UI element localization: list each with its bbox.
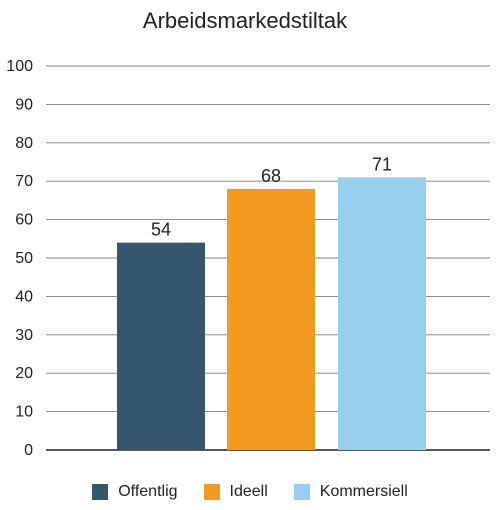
legend-label: Offentlig bbox=[118, 483, 178, 500]
y-tick-label: 20 bbox=[15, 365, 33, 382]
legend-item-offentlig: Offentlig bbox=[92, 483, 178, 501]
y-tick-label: 60 bbox=[15, 212, 33, 229]
data-label: 71 bbox=[372, 154, 392, 174]
bar-offentlig bbox=[117, 242, 205, 450]
y-tick-label: 40 bbox=[15, 288, 33, 305]
bar-ideell bbox=[227, 188, 315, 450]
legend-swatch bbox=[92, 484, 109, 500]
data-label: 68 bbox=[261, 166, 281, 186]
legend-swatch bbox=[293, 484, 310, 500]
y-axis-ticks: 0 10 20 30 40 50 60 70 80 90 100 bbox=[6, 58, 33, 459]
y-tick-label: 30 bbox=[15, 327, 33, 344]
data-labels: 54 68 71 bbox=[151, 154, 392, 239]
y-tick-label: 10 bbox=[15, 404, 33, 421]
legend-swatch bbox=[203, 484, 220, 500]
y-tick-label: 90 bbox=[15, 96, 33, 113]
y-tick-label: 100 bbox=[6, 58, 33, 75]
y-tick-label: 80 bbox=[15, 135, 33, 152]
data-label: 54 bbox=[151, 220, 171, 240]
bars bbox=[117, 177, 426, 451]
y-tick-label: 70 bbox=[15, 173, 33, 190]
legend: Offentlig Ideell Kommersiell bbox=[0, 481, 500, 503]
chart-title: Arbeidsmarkedstiltak bbox=[143, 8, 348, 33]
legend-item-kommersiell: Kommersiell bbox=[293, 483, 408, 501]
y-tick-label: 50 bbox=[15, 250, 33, 267]
bar-kommersiell bbox=[338, 177, 426, 451]
legend-label: Kommersiell bbox=[319, 483, 408, 500]
legend-item-ideell: Ideell bbox=[203, 483, 268, 501]
legend-label: Ideell bbox=[229, 483, 268, 500]
y-tick-label: 0 bbox=[24, 442, 33, 459]
bar-chart: Arbeidsmarkedstiltak 0 10 20 30 40 50 60 70 80 90… bbox=[6, 8, 490, 459]
